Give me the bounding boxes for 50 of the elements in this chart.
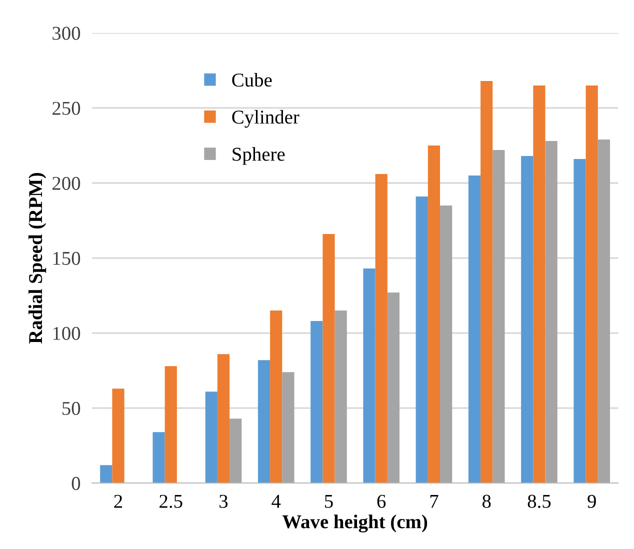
- bar: [480, 80, 493, 484]
- legend-label: Cylinder: [232, 110, 300, 128]
- y-tick-label: 50: [62, 402, 80, 416]
- x-tick-label: 4: [272, 494, 281, 508]
- y-tick-label: 100: [53, 326, 80, 340]
- bar: [258, 360, 270, 484]
- bar: [310, 321, 323, 484]
- bar: [375, 174, 388, 484]
- bar: [217, 354, 230, 484]
- bar: [282, 372, 294, 484]
- bar: [152, 432, 165, 484]
- x-axis-title: Wave height (cm): [282, 514, 428, 532]
- y-tick-label: 200: [52, 176, 80, 190]
- bar: [322, 234, 335, 484]
- y-axis-title: Radial Speed (RPM): [28, 173, 46, 344]
- bar: [416, 196, 428, 484]
- x-tick-label: 8.5: [528, 494, 551, 508]
- bar: [100, 465, 112, 484]
- x-tick-label: 9: [588, 494, 596, 508]
- bar: [586, 85, 598, 484]
- bar: [521, 156, 534, 484]
- bar: [112, 388, 124, 484]
- legend-label: Sphere: [232, 147, 285, 165]
- legend-label: Cube: [232, 72, 272, 87]
- x-tick-label: 7: [430, 494, 438, 508]
- bar: [428, 145, 440, 484]
- x-tick-label: 3: [220, 494, 228, 508]
- bar: [598, 139, 610, 484]
- y-tick-label: 150: [53, 252, 80, 265]
- bar: [230, 418, 242, 484]
- bar: [545, 140, 558, 484]
- bar: [387, 292, 400, 484]
- bar: [440, 206, 452, 484]
- x-tick-label: 2: [114, 494, 122, 508]
- bar: [270, 310, 282, 484]
- y-tick-label: 0: [72, 476, 80, 490]
- bar: [205, 392, 218, 484]
- bar: [164, 366, 177, 484]
- x-tick-label: 2.5: [160, 494, 182, 508]
- y-tick-label: 300: [52, 26, 80, 40]
- y-tick-label: 250: [52, 102, 80, 115]
- x-tick-label: 8: [482, 494, 491, 508]
- bar: [468, 175, 481, 484]
- bar: [533, 85, 546, 484]
- bar: [363, 268, 376, 484]
- x-tick-label: 6: [377, 494, 386, 508]
- bar: [574, 158, 586, 484]
- bar: [334, 310, 347, 484]
- bar: [492, 150, 505, 484]
- x-tick-label: 5: [325, 494, 333, 508]
